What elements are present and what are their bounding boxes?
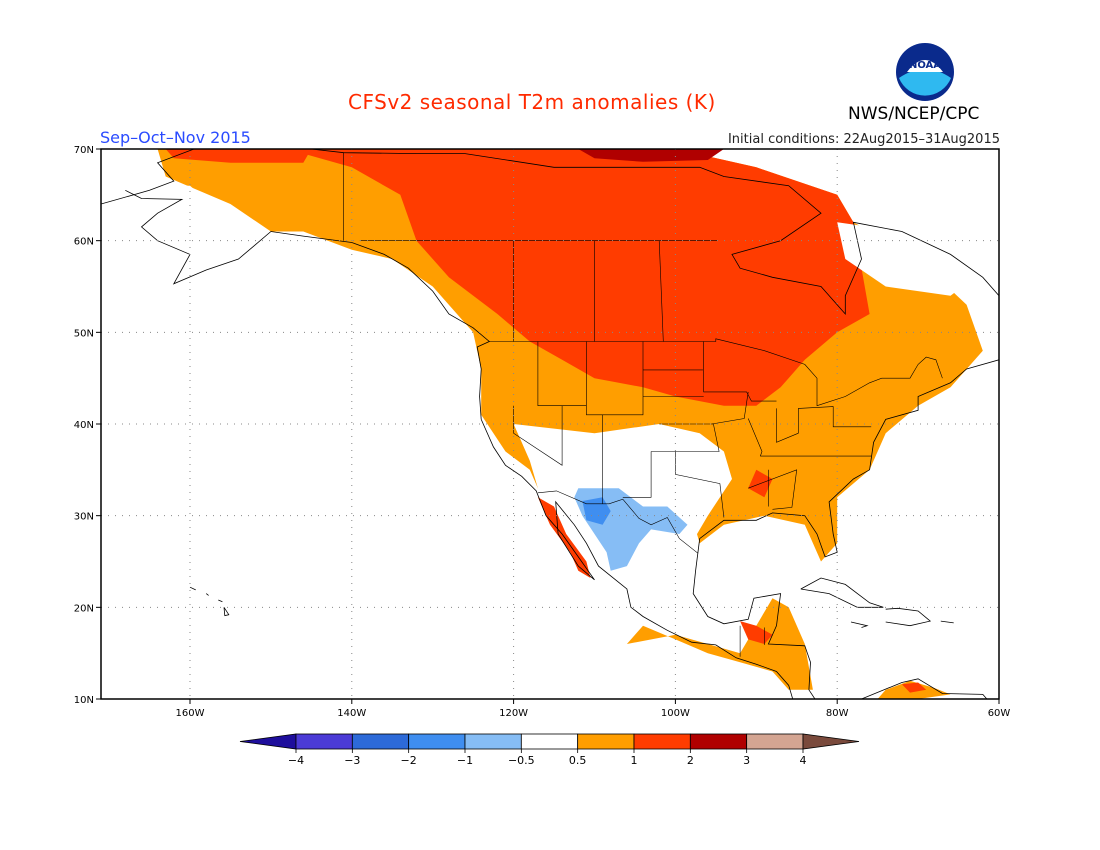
political-borders [343,152,943,657]
gridlines [96,148,1000,704]
latitude-label: 60N [74,237,94,248]
legend-tick-label: −0.5 [508,754,535,767]
coastline-segment [692,359,999,699]
legend-tick-label: −4 [288,754,304,767]
initial-conditions-label: Initial conditions: 22Aug2015–31Aug2015 [727,132,1000,147]
border-segment [776,408,799,443]
coastline-segment [940,620,954,624]
chart-title: CFSv2 seasonal T2m anomalies (K) [348,90,716,114]
longitude-labels: 160W 140W 120W 100W 80W 60W [175,708,1010,719]
longitude-label: 100W [661,708,690,719]
legend-swatch [464,733,522,750]
border-segment [798,406,872,434]
legend-swatch [577,733,635,750]
border-segment [622,451,652,498]
coastline-segment [850,621,869,628]
border-segment [489,338,943,407]
strong-warm-core [287,149,870,406]
strong-warm-caribbean [901,682,927,693]
noaa-logo-icon: NOAA [896,43,954,101]
very-warm-arctic [578,149,724,162]
legend-swatch [351,733,410,750]
coastline-segment [480,419,794,699]
legend-swatch [520,733,579,750]
strong-warm-alaska-north [165,149,312,163]
logo-text: NOAA [909,60,941,71]
latitude-label: 40N [74,420,94,431]
cool-region-core [582,497,611,525]
legend-tick-label: 2 [687,754,694,767]
border-segment [537,490,699,554]
coastline-segment [125,189,491,420]
longitude-label: 140W [337,708,366,719]
border-segment [747,418,763,457]
border-segment [711,391,749,425]
latitude-label: 10N [74,695,94,706]
border-segment [703,341,777,402]
coastline-segment [205,593,209,596]
legend-tick-label: −3 [344,754,360,767]
warm-region-central-america [626,598,813,690]
coastline-segment [189,586,196,591]
legend-arrow-right [802,733,860,750]
border-segment [748,469,798,510]
border-segment [537,341,587,407]
border-segment [651,423,720,452]
neutral-greenland [837,149,999,223]
legend-tick-label: 1 [631,754,638,767]
legend-tick-label: 0.5 [569,754,587,767]
agency-label: NWS/NCEP/CPC [848,104,980,124]
latitude-label: 30N [74,512,94,523]
coastline-segment [885,607,932,627]
longitude-label: 60W [988,708,1011,719]
border-segment [586,341,644,416]
legend-tick-label: 3 [743,754,750,767]
legend-arrow-left [239,733,297,750]
coastline-segment [218,599,223,603]
border-segment [675,451,725,518]
longitude-label: 160W [175,708,204,719]
legend-swatch [633,733,691,750]
map-frame [100,148,1000,700]
latitude-label: 50N [74,328,94,339]
coastline-segment [223,607,230,617]
longitude-label: 120W [499,708,528,719]
coastline-segment [800,577,884,608]
longitude-label: 80W [826,708,849,719]
legend-swatch [689,733,748,750]
border-segment [658,240,664,342]
latitude-labels: 70N 60N 50N 40N 30N 20N 10N [74,145,94,706]
latitude-label: 20N [74,603,94,614]
coastline-segment [861,678,988,699]
latitude-label: 70N [74,145,94,156]
legend-tick-label: −1 [457,754,473,767]
legend-swatch [295,733,353,750]
legend-swatch [746,733,804,750]
anomaly-fills [101,149,999,699]
legend-tick-label: −2 [401,754,417,767]
legend-tick-label: 4 [800,754,807,767]
season-label: Sep–Oct–Nov 2015 [100,128,251,147]
border-segment [513,405,563,466]
neutral-mexico-south [626,552,741,635]
legend-swatch [408,733,466,750]
